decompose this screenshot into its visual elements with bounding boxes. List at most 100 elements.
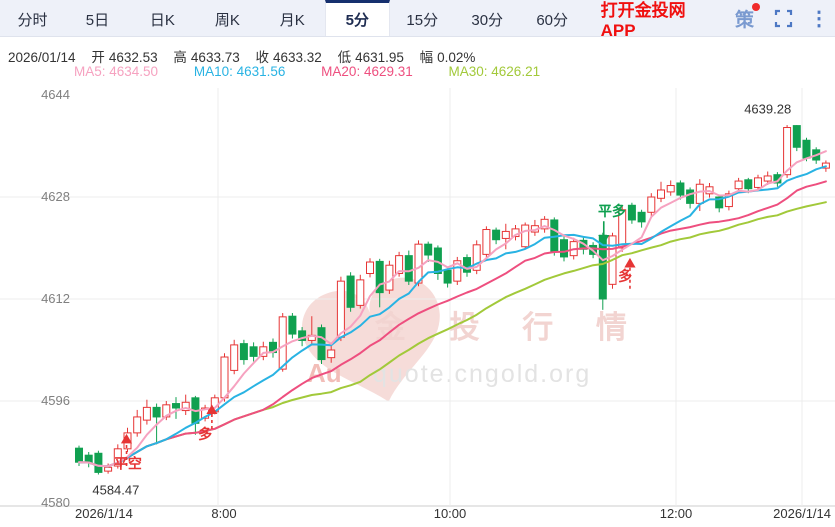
y-tick-label: 4628: [41, 189, 70, 204]
y-tick-label: 4580: [41, 495, 70, 510]
candle-body: [618, 209, 627, 249]
signal-label: 多: [618, 268, 632, 284]
fullscreen-icon[interactable]: [774, 0, 793, 36]
candle-body: [686, 189, 695, 204]
tab-monthly-k[interactable]: 月K: [279, 12, 305, 29]
candle-body: [220, 356, 229, 399]
x-tick-label: 12:00: [660, 506, 693, 521]
candle-body: [424, 243, 433, 256]
candle-body: [666, 185, 675, 193]
chart-toolbar: 分时 5日 日K 周K 月K 5分 15分 30分 60分 打开金投网APP 策…: [0, 0, 835, 40]
candle-body: [249, 346, 258, 357]
x-tick-label: 10:00: [434, 506, 467, 521]
price-label: 4639.28: [744, 102, 791, 117]
strategy-icon[interactable]: 策: [734, 0, 760, 36]
candle-body: [395, 255, 404, 274]
candle-body: [414, 243, 423, 284]
tab-15min[interactable]: 15分: [406, 12, 439, 29]
candle-body: [521, 224, 530, 248]
date-label: 2026/01/14: [8, 50, 76, 65]
x-tick-label: 2026/1/14: [773, 506, 831, 521]
candle-body: [783, 127, 792, 176]
candle-body: [142, 406, 151, 421]
ma10-line: [78, 165, 827, 468]
chart-annotations: 4584.47 4639.28 平空 多 平多多: [92, 102, 791, 498]
chart-axis-labels: 4644 4628 4612 4596 4580 2026/1/14 8:00 10:00 12…: [41, 87, 831, 521]
candle-body: [152, 406, 161, 418]
candlestick-chart[interactable]: 4584.47 4639.28 平空 多 平多多 4644 4628 4612 4596 458…: [0, 85, 835, 527]
candle-body: [443, 269, 452, 284]
candle-body: [123, 432, 132, 450]
candle-body: [463, 257, 471, 273]
candle-body: [404, 255, 413, 282]
y-tick-label: 4644: [41, 87, 70, 102]
candle-body: [298, 330, 307, 341]
candle-body: [181, 401, 190, 412]
open-field: 开 4632.53: [91, 50, 158, 65]
candle-body: [763, 175, 772, 182]
candle-body: [676, 182, 685, 196]
candle-body: [366, 261, 374, 274]
tab-5min[interactable]: 5分: [324, 0, 390, 36]
x-tick-label: 8:00: [211, 506, 236, 521]
candle-body: [754, 177, 762, 188]
candle-body: [560, 239, 568, 258]
chart-gridlines: [0, 88, 835, 507]
signal-label: 平多: [598, 203, 626, 219]
close-field: 收 4633.32: [255, 50, 322, 65]
candle-body: [278, 316, 287, 370]
tab-weekly-k[interactable]: 周K: [214, 12, 240, 29]
tab-timeline[interactable]: 分时: [17, 12, 48, 29]
candle-body: [230, 344, 239, 371]
high-field: 高 4633.73: [173, 50, 240, 65]
chart-ma-lines: [78, 150, 827, 468]
price-label: 4584.47: [92, 482, 139, 497]
candle-body: [802, 139, 811, 159]
candle-body: [472, 244, 481, 271]
candle-body: [336, 280, 345, 338]
candle-body: [492, 229, 501, 241]
x-tick-label: 2026/1/14: [75, 506, 133, 521]
candle-body: [637, 211, 646, 223]
notification-dot: [751, 3, 760, 11]
candle-body: [94, 452, 103, 473]
candle-body: [288, 315, 297, 335]
ma5-line: [78, 150, 827, 468]
tab-30min[interactable]: 30分: [471, 12, 504, 29]
candle-body: [734, 180, 743, 190]
candle-body: [327, 349, 336, 359]
candle-body: [540, 218, 549, 230]
candle-body: [104, 466, 113, 472]
candle-body: [133, 416, 142, 434]
tab-5day[interactable]: 5日: [85, 12, 110, 29]
candle-body: [482, 229, 491, 255]
more-menu-icon[interactable]: ⋮: [808, 7, 829, 30]
open-app-link[interactable]: 打开金投网APP: [600, 0, 686, 40]
candle-body: [346, 275, 355, 308]
ma30-legend: MA30: 4626.21: [448, 64, 541, 79]
candle-body: [453, 260, 462, 282]
range-field: 幅 0.02%: [419, 50, 476, 65]
strategy-icon-label: 策: [734, 9, 754, 31]
candle-body: [75, 447, 83, 463]
ma20-line: [78, 180, 827, 468]
signal-label: 平空: [114, 455, 142, 471]
candle-body: [375, 260, 384, 294]
tab-daily-k[interactable]: 日K: [149, 12, 175, 29]
ma-legend: MA5: 4634.50 MA10: 4631.56 MA20: 4629.31…: [74, 64, 572, 79]
candle-body: [113, 448, 122, 467]
low-field: 低 4631.95: [337, 50, 404, 65]
candle-body: [239, 343, 248, 361]
candle-body: [627, 204, 636, 221]
candle-body: [356, 279, 365, 306]
ma10-legend: MA10: 4631.56: [193, 64, 286, 79]
candle-body: [792, 125, 801, 148]
tab-60min[interactable]: 60分: [536, 12, 568, 29]
ma5-legend: MA5: 4634.50: [74, 64, 159, 79]
chart-candles: [75, 125, 830, 475]
ma30-line: [78, 201, 827, 468]
candle-body: [501, 230, 510, 239]
candle-body: [724, 193, 733, 208]
y-tick-label: 4596: [41, 393, 70, 408]
